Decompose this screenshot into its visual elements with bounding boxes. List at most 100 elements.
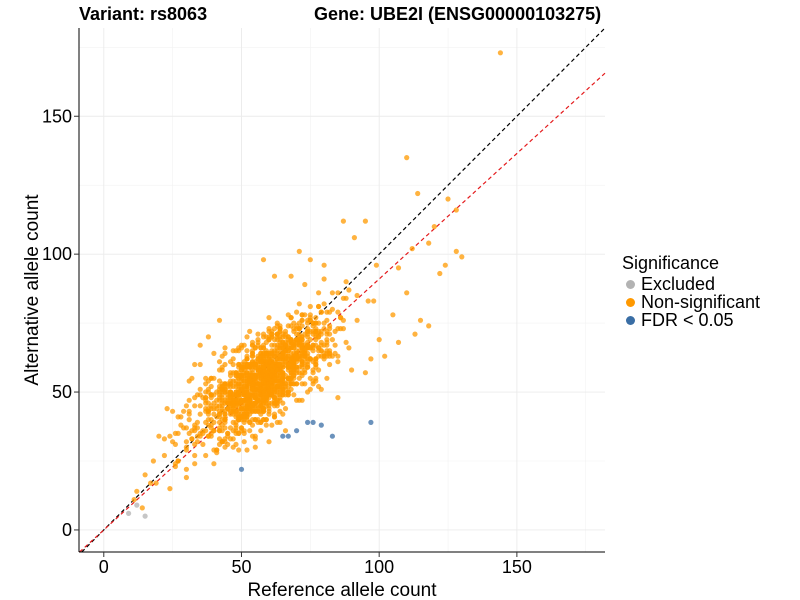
point-non-significant	[412, 331, 418, 337]
point-non-significant	[192, 452, 198, 459]
point-non-significant	[236, 372, 242, 379]
point-non-significant	[288, 381, 294, 387]
point-non-significant	[183, 474, 189, 481]
data-points	[126, 50, 503, 519]
point-non-significant	[252, 375, 258, 381]
x-axis-label: Reference allele count	[247, 580, 437, 600]
point-non-significant	[340, 218, 346, 224]
point-non-significant	[316, 334, 322, 340]
point-non-significant	[274, 419, 280, 425]
point-non-significant	[291, 375, 297, 381]
point-non-significant	[266, 315, 272, 321]
point-non-significant	[327, 350, 333, 356]
point-non-significant	[216, 411, 223, 417]
x-tick-label: 150	[502, 557, 532, 577]
point-non-significant	[354, 317, 360, 323]
point-non-significant	[453, 248, 459, 254]
point-fdr	[368, 419, 374, 425]
point-non-significant	[302, 281, 308, 288]
point-non-significant	[192, 403, 198, 409]
point-non-significant	[349, 367, 355, 373]
point-non-significant	[164, 406, 170, 412]
point-non-significant	[241, 383, 247, 390]
point-non-significant	[189, 375, 195, 381]
point-non-significant	[280, 411, 286, 417]
point-non-significant	[274, 397, 280, 403]
point-non-significant	[409, 246, 415, 252]
point-non-significant	[244, 447, 250, 453]
point-non-significant	[271, 414, 278, 420]
point-fdr	[305, 419, 311, 425]
point-non-significant	[321, 276, 327, 282]
point-non-significant	[269, 378, 275, 384]
point-non-significant	[437, 270, 443, 277]
point-non-significant	[296, 326, 302, 332]
point-non-significant	[318, 348, 324, 354]
legend-label: FDR < 0.05	[641, 309, 734, 330]
point-non-significant	[404, 290, 410, 296]
point-non-significant	[181, 408, 187, 414]
point-non-significant	[233, 430, 239, 436]
point-non-significant	[244, 370, 250, 376]
point-non-significant	[324, 317, 330, 323]
point-non-significant	[161, 436, 167, 442]
point-non-significant	[316, 383, 322, 390]
point-non-significant	[288, 339, 294, 345]
point-non-significant	[247, 419, 253, 425]
point-non-significant	[252, 417, 258, 423]
point-non-significant	[175, 430, 181, 436]
point-non-significant	[244, 364, 250, 370]
point-non-significant	[238, 397, 245, 403]
point-non-significant	[395, 339, 402, 345]
point-non-significant	[216, 378, 223, 384]
point-non-significant	[260, 364, 267, 370]
point-non-significant	[282, 359, 289, 365]
point-non-significant	[178, 414, 184, 420]
point-non-significant	[299, 353, 305, 359]
point-non-significant	[249, 386, 256, 392]
point-non-significant	[299, 345, 305, 351]
point-non-significant	[288, 273, 294, 279]
point-non-significant	[156, 433, 162, 439]
point-non-significant	[167, 433, 173, 439]
point-non-significant	[222, 411, 228, 417]
x-tick-label: 0	[99, 557, 109, 577]
point-non-significant	[252, 436, 258, 442]
point-non-significant	[280, 350, 286, 356]
point-non-significant	[263, 422, 269, 428]
point-non-significant	[313, 356, 319, 362]
point-non-significant	[183, 447, 189, 453]
point-non-significant	[282, 386, 289, 392]
point-excluded	[142, 513, 148, 519]
point-non-significant	[266, 411, 272, 417]
point-non-significant	[426, 240, 432, 246]
point-non-significant	[442, 262, 448, 268]
point-fdr	[294, 428, 300, 434]
point-non-significant	[269, 392, 275, 398]
point-non-significant	[192, 461, 198, 467]
legend-title: Significance	[622, 253, 720, 273]
point-non-significant	[404, 155, 410, 161]
point-non-significant	[227, 389, 234, 395]
point-non-significant	[249, 342, 256, 348]
point-non-significant	[247, 411, 253, 417]
point-non-significant	[233, 441, 239, 447]
point-non-significant	[365, 298, 371, 304]
point-non-significant	[277, 328, 283, 334]
point-non-significant	[161, 452, 167, 459]
point-non-significant	[354, 292, 360, 299]
point-non-significant	[343, 339, 349, 345]
point-non-significant	[205, 334, 211, 340]
point-non-significant	[131, 497, 137, 503]
point-non-significant	[203, 395, 209, 401]
point-non-significant	[255, 331, 261, 337]
point-non-significant	[134, 488, 140, 494]
point-fdr	[285, 433, 291, 439]
point-non-significant	[208, 392, 214, 398]
y-tick-label: 50	[52, 382, 72, 402]
point-non-significant	[307, 386, 313, 392]
point-non-significant	[324, 328, 330, 334]
point-non-significant	[288, 315, 294, 321]
point-non-significant	[236, 447, 242, 453]
